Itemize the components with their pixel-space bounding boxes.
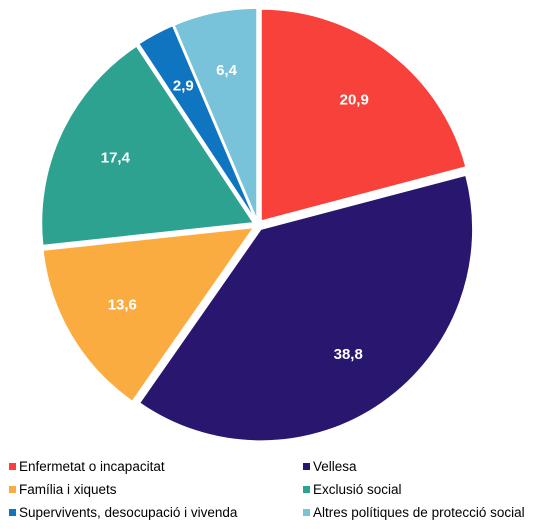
slice-value-label-exclusio: 17,4 [101,149,131,166]
legend-label-exclusio: Exclusió social [313,481,402,497]
legend-swatch-exclusio [303,485,310,493]
legend-label-familia: Família i xiquets [19,481,117,497]
legend-swatch-enfermetat [9,462,16,470]
slice-value-label-familia: 13,6 [108,297,137,314]
slice-value-label-supervivents: 2,9 [173,78,194,95]
legend-swatch-familia [9,485,16,493]
legend: Enfermetat o incapacitat Vellesa Família… [9,458,558,520]
legend-swatch-vellesa [303,462,310,470]
legend-item-altres: Altres polítiques de protecció social [303,504,558,520]
pie-slice-exclusio [40,45,255,247]
legend-label-altres: Altres polítiques de protecció social [313,504,525,520]
pie-slice-supervivents [137,24,257,222]
slice-value-label-altres: 6,4 [216,62,238,79]
pie-slice-familia [42,226,256,403]
slice-value-label-enfermetat: 20,9 [340,92,369,109]
pie-chart: 20,9 38,8 13,6 17,4 2,9 6,4 [40,7,474,442]
legend-item-exclusio: Exclusió social [303,481,558,497]
legend-item-supervivents: Supervivents, desocupació i vivenda [9,504,303,520]
legend-item-enfermetat: Enfermetat o incapacitat [9,458,303,474]
legend-swatch-altres [303,508,310,516]
legend-label-supervivents: Supervivents, desocupació i vivenda [19,504,238,520]
pie-slice-enfermetat [260,8,467,223]
legend-swatch-supervivents [9,508,16,516]
legend-label-vellesa: Vellesa [313,458,357,474]
legend-item-vellesa: Vellesa [303,458,558,474]
pie-slice-vellesa [138,174,474,442]
legend-label-enfermetat: Enfermetat o incapacitat [19,458,165,474]
pie-slice-altres [173,7,258,221]
slice-value-label-vellesa: 38,8 [334,346,363,363]
legend-item-familia: Família i xiquets [9,481,303,497]
